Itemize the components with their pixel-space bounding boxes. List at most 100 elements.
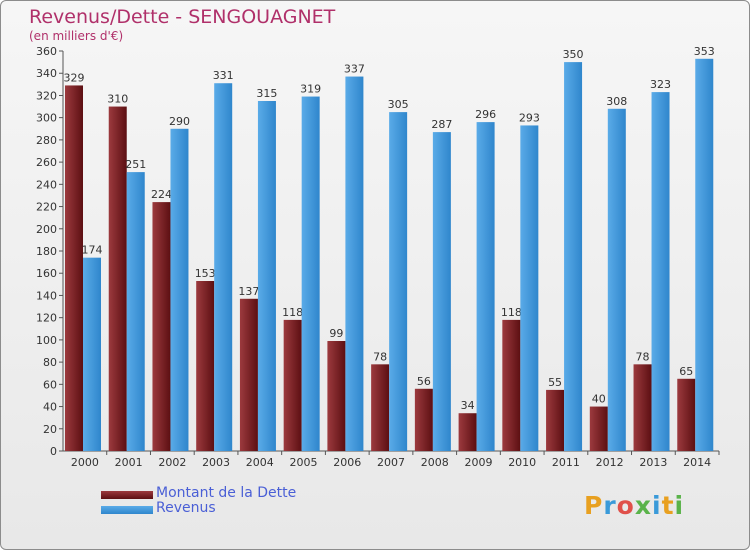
debt-value-label: 137 — [238, 285, 259, 298]
x-tick-label: 2009 — [464, 456, 492, 469]
x-tick-label: 2005 — [290, 456, 318, 469]
revenus-value-label: 319 — [300, 83, 321, 96]
logo-letter: x — [634, 491, 652, 520]
revenus-value-label: 251 — [125, 158, 146, 171]
debt-bar — [414, 388, 433, 451]
revenus-value-label: 315 — [256, 87, 277, 100]
y-tick-label: 60 — [43, 378, 57, 391]
debt-value-label: 56 — [417, 375, 431, 388]
debt-bar — [633, 364, 652, 451]
bars: 329 174 310 251 224 290 153 331 137 315 118 319 99 33… — [64, 45, 715, 452]
debt-value-label: 118 — [501, 306, 522, 319]
chart-title: Revenus/Dette - SENGOUAGNET — [29, 6, 336, 28]
debt-bar — [371, 364, 390, 451]
revenus-bar — [301, 96, 320, 452]
debt-value-label: 329 — [64, 71, 85, 84]
logo-letter: o — [616, 491, 635, 520]
x-tick-label: 2013 — [639, 456, 667, 469]
debt-bar — [327, 341, 346, 451]
debt-bar — [502, 319, 521, 451]
y-tick-label: 80 — [43, 356, 57, 369]
y-tick-label: 300 — [36, 112, 57, 125]
y-tick-label: 220 — [36, 201, 57, 214]
debt-bar — [283, 319, 302, 451]
x-tick-label: 2014 — [683, 456, 711, 469]
x-tick-label: 2000 — [71, 456, 99, 469]
x-tick-label: 2002 — [158, 456, 186, 469]
x-tick-label: 2006 — [333, 456, 361, 469]
y-tick-label: 320 — [36, 89, 57, 102]
logo-letter: P — [584, 491, 604, 520]
proxiti-logo: Proxiti — [584, 491, 684, 520]
revenus-value-label: 353 — [694, 45, 715, 58]
debt-value-label: 55 — [548, 376, 562, 389]
debt-value-label: 65 — [679, 365, 693, 378]
revenus-bar — [520, 125, 539, 451]
revenus-value-label: 331 — [213, 69, 234, 82]
y-tick-label: 20 — [43, 423, 57, 436]
revenus-bar — [476, 122, 495, 451]
revenus-value-label: 174 — [82, 244, 103, 257]
revenus-value-label: 296 — [475, 108, 496, 121]
debt-bar — [677, 378, 696, 451]
debt-bar — [65, 85, 83, 451]
legend-swatch-revenus — [101, 506, 153, 514]
revenus-value-label: 308 — [606, 95, 627, 108]
debt-value-label: 40 — [592, 393, 606, 406]
revenus-bar — [170, 128, 189, 451]
revenus-bar — [432, 132, 451, 451]
revenus-value-label: 337 — [344, 63, 365, 76]
logo-letter: t — [661, 491, 675, 520]
revenus-bar — [389, 112, 408, 451]
logo-letter: r — [603, 491, 617, 520]
y-tick-label: 200 — [36, 223, 57, 236]
revenus-bar — [83, 257, 101, 451]
y-tick-label: 180 — [36, 245, 57, 258]
x-tick-label: 2012 — [596, 456, 624, 469]
x-tick-label: 2003 — [202, 456, 230, 469]
x-tick-label: 2010 — [508, 456, 536, 469]
legend-label-debt: Montant de la Dette — [156, 485, 297, 501]
revenus-value-label: 305 — [388, 98, 409, 111]
revenus-bar — [651, 92, 670, 451]
y-tick-label: 240 — [36, 178, 57, 191]
chart-subtitle: (en milliers d'€) — [29, 29, 124, 43]
debt-value-label: 153 — [195, 267, 216, 280]
y-tick-label: 40 — [43, 401, 57, 414]
logo-letter: i — [674, 491, 685, 520]
revenus-value-label: 350 — [563, 48, 584, 61]
x-tick-label: 2007 — [377, 456, 405, 469]
debt-value-label: 224 — [151, 188, 172, 201]
debt-value-label: 34 — [461, 399, 475, 412]
revenus-value-label: 290 — [169, 115, 190, 128]
legend-label-revenus: Revenus — [156, 500, 216, 516]
debt-value-label: 118 — [282, 306, 303, 319]
debt-bar — [239, 298, 258, 451]
debt-value-label: 78 — [373, 350, 387, 363]
revenus-value-label: 293 — [519, 111, 540, 124]
debt-value-label: 310 — [107, 93, 128, 106]
debt-bar — [546, 389, 565, 451]
y-tick-label: 0 — [50, 445, 57, 458]
debt-value-label: 99 — [329, 327, 343, 340]
y-tick-label: 140 — [36, 289, 57, 302]
debt-bar — [196, 281, 215, 451]
revenus-value-label: 287 — [431, 118, 452, 131]
revenus-bar — [257, 101, 276, 451]
revenus-bar — [564, 62, 583, 451]
revenus-bar — [695, 58, 714, 452]
y-tick-label: 120 — [36, 312, 57, 325]
x-tick-label: 2001 — [115, 456, 143, 469]
debt-bar — [152, 202, 171, 451]
y-tick-label: 260 — [36, 156, 57, 169]
y-tick-label: 160 — [36, 267, 57, 280]
y-tick-label: 280 — [36, 134, 57, 147]
x-tick-label: 2004 — [246, 456, 274, 469]
debt-bar — [458, 413, 477, 451]
revenus-value-label: 323 — [650, 78, 671, 91]
x-tick-label: 2008 — [421, 456, 449, 469]
y-tick-label: 340 — [36, 67, 57, 80]
debt-bar — [589, 406, 608, 451]
